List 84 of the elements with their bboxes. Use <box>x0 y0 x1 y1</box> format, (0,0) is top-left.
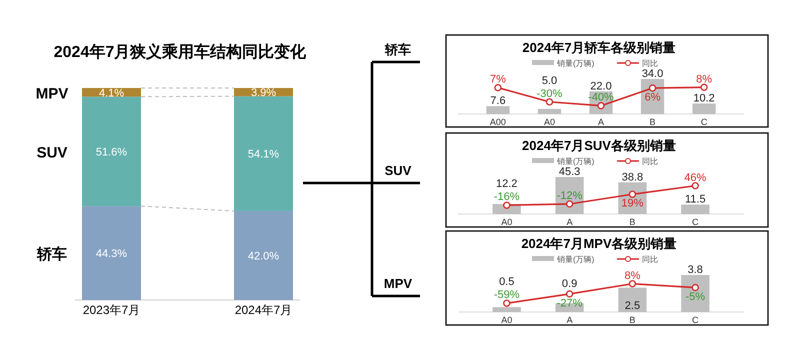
data-label: 22.0 <box>590 80 612 92</box>
point <box>692 284 699 292</box>
data-label: 8% <box>696 73 712 86</box>
bar <box>538 108 562 114</box>
series-label: MPV <box>36 85 68 102</box>
bar <box>681 275 710 312</box>
data-label: 11.5 <box>684 194 706 206</box>
legend-label: 销量(万辆) <box>556 255 595 264</box>
data-label: 0.5 <box>499 276 514 288</box>
point <box>566 290 574 298</box>
x-tick-label: B <box>650 117 656 127</box>
point <box>546 98 554 106</box>
data-label: 5.0 <box>542 74 558 87</box>
bar <box>234 96 293 211</box>
bar <box>486 106 510 114</box>
x-tick-label: C <box>692 315 700 325</box>
data-label: 2.5 <box>624 300 640 312</box>
bar <box>681 204 710 214</box>
point <box>503 300 510 307</box>
data-label: 51.6% <box>96 146 128 158</box>
data-label: 0.9 <box>562 278 578 290</box>
data-label: 46% <box>684 172 707 184</box>
data-label: 3.8 <box>688 264 703 276</box>
point <box>566 200 574 208</box>
bar <box>234 210 293 300</box>
x-tick-label: A0 <box>501 315 512 325</box>
data-label: 4.1% <box>98 87 124 100</box>
bar <box>492 307 521 312</box>
legend-label: 同比 <box>642 59 658 68</box>
chart-title: 2024年7月SUV各级别销量 <box>522 138 676 153</box>
chart-title: 2024年7月狭义乘用车结构同比变化 <box>54 43 308 61</box>
x-tick-label: A00 <box>490 117 506 127</box>
data-label: 7.6 <box>490 95 506 108</box>
bar <box>692 104 716 114</box>
series-label: 轿车 <box>36 245 67 264</box>
x-tick-label: 2023年7月 <box>82 303 140 317</box>
bar <box>82 96 141 206</box>
x-tick-label: B <box>629 217 636 227</box>
data-label: 44.3% <box>96 248 128 260</box>
x-tick-label: 2024年7月 <box>234 303 292 317</box>
data-label: 34.0 <box>642 68 664 80</box>
data-label: 38.8 <box>622 171 644 184</box>
data-label: 10.2 <box>693 92 715 104</box>
data-label: 8% <box>624 270 641 282</box>
data-label: -27% <box>556 297 583 310</box>
data-label: 19% <box>621 198 644 210</box>
legend-label: 销量(万辆) <box>556 157 595 166</box>
series-label: SUV <box>36 144 68 162</box>
data-label: 45.3 <box>558 166 580 178</box>
text: MPV <box>384 276 412 291</box>
chart-title: 2024年7月轿车各级别销量 <box>522 40 676 55</box>
data-label: -5% <box>686 291 706 304</box>
x-tick-label: C <box>692 217 700 227</box>
point <box>628 280 636 288</box>
legend-label: 同比 <box>642 157 658 166</box>
data-label: 3.9% <box>250 87 276 100</box>
data-label: -40% <box>588 92 614 104</box>
x-tick-label: A0 <box>544 117 555 127</box>
point <box>648 84 656 92</box>
data-label: -59% <box>494 289 520 302</box>
x-tick-label: A <box>566 217 573 227</box>
bar <box>82 206 141 300</box>
x-tick-label: C <box>700 117 708 127</box>
data-label: 54.1% <box>248 148 280 161</box>
text: SUV <box>384 163 412 178</box>
x-tick-label: A <box>566 315 573 325</box>
x-tick-label: A <box>598 117 604 127</box>
chart-title: 2024年7月MPV各级别销量 <box>521 236 677 251</box>
bar <box>618 288 647 312</box>
data-label: 6% <box>644 92 661 104</box>
data-label: -30% <box>536 88 563 100</box>
data-label: 7% <box>490 74 506 86</box>
point <box>692 182 699 190</box>
data-label: -16% <box>494 191 520 204</box>
text: 轿车 <box>384 42 411 57</box>
x-tick-label: A0 <box>501 217 512 227</box>
point <box>700 84 708 91</box>
legend-label: 同比 <box>642 255 658 264</box>
legend-label: 销量(万辆) <box>556 59 595 68</box>
data-label: -12% <box>556 190 583 202</box>
point <box>494 84 502 92</box>
x-tick-label: B <box>629 315 636 325</box>
data-label: 42.0% <box>248 250 280 262</box>
data-label: 12.2 <box>496 178 518 190</box>
